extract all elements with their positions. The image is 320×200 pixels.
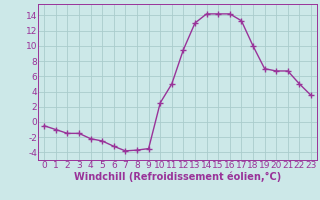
- X-axis label: Windchill (Refroidissement éolien,°C): Windchill (Refroidissement éolien,°C): [74, 172, 281, 182]
